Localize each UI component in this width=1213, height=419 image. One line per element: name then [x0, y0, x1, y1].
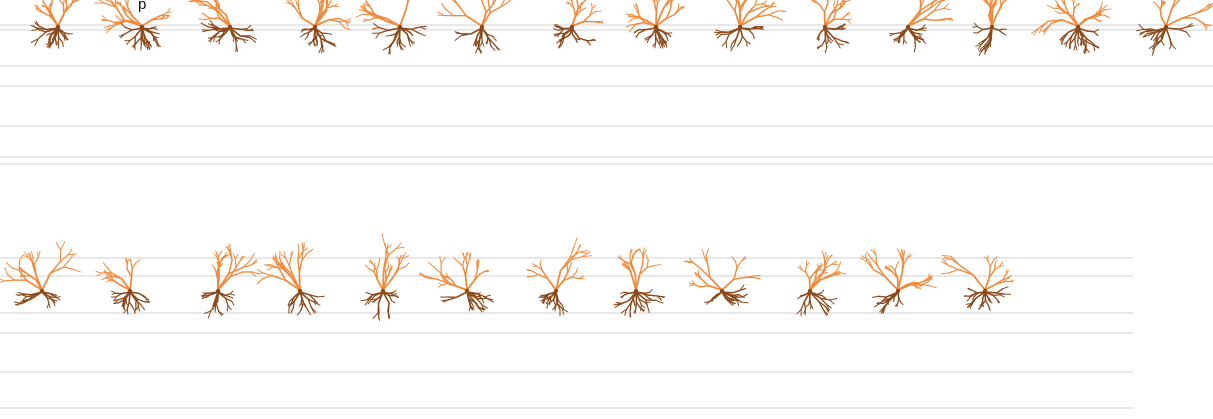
neuron-morphology — [626, 0, 688, 48]
neuron-morphology — [554, 0, 607, 48]
neuron-morphology — [96, 258, 149, 314]
neuron-morphology — [187, 0, 257, 52]
neuron-morphology — [889, 0, 952, 52]
row-caption: p — [138, 0, 146, 13]
neuron-morphology — [797, 251, 846, 316]
neuron-morphology — [202, 244, 259, 318]
neuron-morphology — [438, 0, 513, 53]
neuron-morphology — [419, 252, 493, 311]
neuron-morphology — [941, 255, 1013, 310]
neuron-morphology — [361, 234, 409, 321]
neuron-morphology — [356, 0, 426, 54]
neuron-morphology — [257, 243, 324, 316]
neuron-morphology — [1137, 0, 1213, 55]
neuron-morphology — [286, 0, 351, 53]
neuron-morphology — [1031, 0, 1111, 54]
neuron-morphology — [31, 0, 86, 48]
neuron-morphology — [0, 242, 81, 308]
neuron-morphology — [969, 0, 1012, 55]
neuron-morphology — [809, 0, 851, 53]
